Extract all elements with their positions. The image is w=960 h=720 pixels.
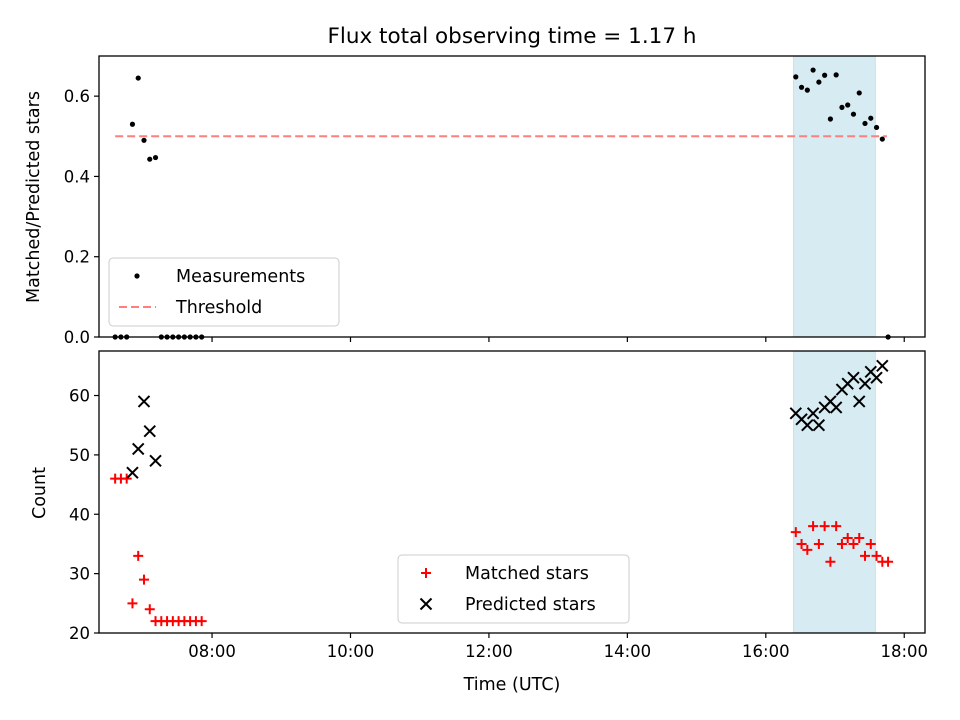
- legend-marker: [419, 597, 433, 611]
- data-point: [876, 359, 889, 373]
- y-tick-label: 0.0: [64, 328, 90, 347]
- data-point: [152, 154, 159, 161]
- data-point: [839, 104, 845, 110]
- figure-title: Flux total observing time = 1.17 h: [328, 24, 697, 49]
- legend-marker: [134, 273, 140, 279]
- y-tick-label: 60: [69, 387, 90, 406]
- axes-frame: [98, 55, 926, 338]
- data-point: [810, 67, 816, 73]
- data-point: [862, 120, 868, 127]
- x-tick-label: 18:00: [880, 642, 928, 661]
- data-point: [871, 550, 882, 561]
- y-tick-label: 20: [69, 624, 90, 643]
- data-point: [825, 556, 836, 567]
- highlight-span: [792, 55, 876, 338]
- legend: Matched stars Predicted stars: [397, 554, 630, 624]
- data-point: [816, 79, 822, 85]
- data-point: [854, 533, 865, 544]
- data-point: [137, 395, 151, 408]
- series-predicted-stars: [126, 359, 889, 479]
- legend-box: [397, 554, 630, 624]
- data-point: [144, 604, 155, 615]
- data-point: [842, 533, 853, 544]
- x-tick-label: 14:00: [604, 642, 652, 661]
- legend-box: [108, 257, 340, 327]
- data-point: [836, 538, 847, 549]
- data-point: [149, 454, 162, 468]
- data-point: [883, 556, 894, 567]
- data-point: [813, 538, 824, 549]
- data-point: [147, 156, 153, 162]
- data-point: [196, 616, 207, 627]
- data-point: [847, 371, 860, 384]
- data-point: [808, 521, 819, 532]
- data-point: [143, 424, 156, 438]
- data-point: [141, 137, 147, 143]
- data-point: [873, 124, 880, 131]
- legend-marker: [421, 568, 431, 578]
- x-tick-label: 10:00: [327, 642, 375, 661]
- data-point: [804, 87, 810, 93]
- data-point: [126, 466, 139, 479]
- data-point: [132, 442, 145, 456]
- data-point: [879, 136, 885, 142]
- data-point: [829, 401, 843, 414]
- y-tick-label: 0.4: [64, 167, 90, 186]
- count-panel: Count Time (UTC) 08:00 10:00 12:00 14:00 16:…: [30, 350, 928, 695]
- data-point: [802, 544, 813, 555]
- data-point: [801, 419, 814, 432]
- series-measurements: [112, 67, 891, 340]
- ratio-y-axis-label: Matched/Predicted stars: [24, 91, 44, 303]
- data-point: [870, 371, 883, 384]
- data-point: [790, 527, 801, 538]
- data-point: [848, 538, 859, 549]
- axes-frame: [98, 350, 926, 634]
- legend-label: Threshold: [175, 298, 262, 318]
- legend-label: Matched stars: [465, 564, 589, 584]
- data-point: [121, 473, 132, 484]
- legend-label: Predicted stars: [465, 595, 596, 615]
- series-matched-stars: [110, 473, 894, 627]
- legend: Measurements Threshold: [108, 257, 340, 327]
- data-point: [798, 84, 805, 90]
- x-axis-label: Time (UTC): [463, 675, 561, 695]
- data-point: [853, 395, 866, 408]
- y-tick-label: 0.6: [64, 87, 90, 106]
- data-point: [129, 121, 136, 127]
- data-point: [860, 550, 871, 561]
- data-point: [856, 90, 862, 96]
- data-point: [858, 377, 872, 390]
- highlight-span: [792, 350, 876, 634]
- data-point: [865, 538, 876, 549]
- data-point: [850, 111, 857, 117]
- y-tick-label: 30: [69, 565, 90, 584]
- data-point: [827, 116, 834, 122]
- data-point: [833, 72, 839, 78]
- data-point: [822, 72, 828, 78]
- count-y-axis-label: Count: [30, 467, 50, 519]
- legend-label: Measurements: [176, 267, 305, 287]
- data-point: [868, 115, 874, 121]
- data-point: [127, 598, 138, 609]
- y-tick-label: 0.2: [64, 248, 90, 267]
- ratio-panel: Matched/Predicted stars 0.0 0.2 0.4 0.6 Meas…: [24, 55, 926, 347]
- data-point: [133, 550, 144, 561]
- data-point: [793, 74, 799, 80]
- y-tick-label: 40: [69, 505, 90, 524]
- x-tick-label: 08:00: [188, 642, 236, 661]
- data-point: [806, 407, 820, 420]
- x-tick-label: 16:00: [742, 642, 790, 661]
- data-point: [796, 538, 807, 549]
- data-point: [135, 75, 141, 81]
- data-point: [819, 521, 830, 532]
- data-point: [138, 574, 149, 585]
- data-point: [812, 419, 826, 432]
- y-tick-label: 50: [69, 446, 90, 465]
- data-point: [845, 102, 851, 108]
- data-point: [831, 521, 842, 532]
- x-tick-label: 12:00: [465, 642, 513, 661]
